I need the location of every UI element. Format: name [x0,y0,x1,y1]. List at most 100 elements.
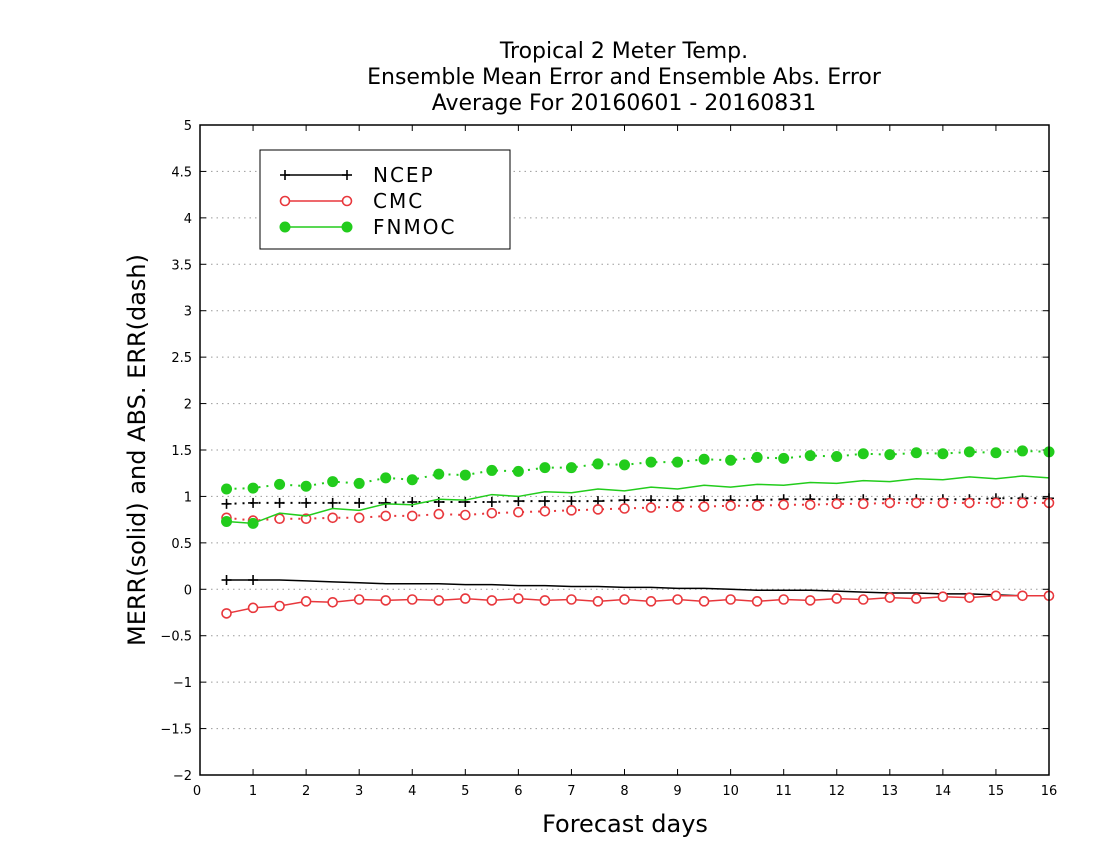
filled-circle-marker [672,456,684,468]
x-tick-label: 1 [249,784,257,799]
filled-circle-marker [1016,445,1028,457]
y-tick-label: 2 [184,398,192,413]
filled-circle-marker [221,483,233,495]
open-circle-marker [460,509,471,521]
chart-title-line-2: Ensemble Mean Error and Ensemble Abs. Er… [367,65,882,90]
open-circle-marker [725,500,736,512]
plus-marker [248,575,259,585]
filled-circle-marker [963,446,975,458]
filled-circle-marker [380,472,392,484]
open-circle-marker [300,513,312,525]
open-circle-marker [539,505,551,517]
y-axis-ticks: −2 −1.5 −1 −0.5 0 0.5 1 1.5 2 2.5 3 3.5 4 4.5 5 [160,119,1049,784]
filled-circle-marker [459,469,471,481]
chart-title-line-3: Average For 20160601 - 20160831 [432,91,817,116]
open-circle-marker [964,592,975,603]
filled-circle-marker [751,451,763,463]
y-tick-label: −1 [173,676,192,691]
x-tick-label: 3 [355,784,363,799]
y-tick-label: 4 [184,212,192,227]
open-circle-marker [937,497,949,509]
mean-error-line [226,475,1050,525]
filled-circle-marker [698,453,710,465]
filled-circle-marker [990,447,1002,459]
open-circle-marker [380,510,392,522]
series-cmc-mean-error [221,590,1055,619]
plus-marker [280,170,290,180]
x-axis-ticks: 0 1 2 3 4 5 6 7 8 9 10 11 12 13 14 15 16 [193,125,1057,799]
open-circle-marker [513,593,524,604]
filled-circle-marker [592,458,604,470]
gridlines [200,170,1049,730]
filled-circle-marker [512,465,524,477]
y-tick-label: −2 [173,769,192,784]
open-circle-marker [341,195,353,207]
filled-circle-marker [433,468,445,480]
filled-circle-marker [619,459,630,471]
plus-marker [301,497,312,508]
filled-circle-marker [937,448,949,460]
x-tick-label: 14 [935,784,952,799]
y-tick-label: 1.5 [171,444,192,459]
plus-marker [274,497,285,508]
open-circle-marker [698,501,710,512]
open-circle-marker [698,596,710,607]
y-axis-title: MERR(solid) and ABS. ERR(dash) [123,254,151,646]
y-tick-label: 0 [184,583,192,598]
filled-circle-marker [221,516,233,527]
open-circle-marker [566,505,577,516]
chart-title: Tropical 2 Meter Temp. Ensemble Mean Err… [367,39,882,116]
filled-circle-marker [910,447,922,459]
open-circle-marker [327,512,338,524]
filled-circle-marker [327,476,339,488]
filled-circle-marker [247,517,259,529]
x-tick-label: 6 [514,784,522,799]
plus-marker [342,170,352,180]
open-circle-marker [1017,590,1028,602]
open-circle-marker [857,594,869,605]
open-circle-marker [274,600,285,612]
open-circle-marker [406,510,418,522]
open-circle-marker [857,498,869,510]
abs-error-line [226,449,1050,490]
filled-circle-marker [300,480,312,492]
open-circle-marker [406,594,418,605]
legend-box [259,149,511,250]
filled-circle-marker [804,450,816,462]
plus-marker [354,497,365,508]
filled-circle-marker [539,462,551,474]
filled-circle-marker [725,454,737,466]
open-circle-marker [1017,497,1028,509]
x-tick-label: 15 [988,784,1005,799]
x-tick-label: 12 [828,784,845,799]
open-circle-marker [327,596,338,608]
open-circle-marker [380,595,392,606]
abs-error-line [226,501,1049,522]
filled-circle-marker [341,221,353,233]
y-tick-label: −1.5 [160,723,192,738]
open-circle-marker [592,504,604,515]
open-circle-marker [566,594,577,605]
plus-marker [221,498,232,509]
filled-circle-marker [857,448,869,460]
open-circle-marker [804,595,816,606]
open-circle-marker [460,593,471,604]
x-tick-label: 4 [408,784,416,799]
y-tick-label: 0.5 [171,537,192,552]
plus-marker [539,496,550,507]
x-tick-label: 5 [461,784,469,799]
open-circle-marker [884,497,896,509]
open-circle-marker [751,500,763,512]
open-circle-marker [831,498,843,510]
legend-label: CMC [373,189,424,213]
open-circle-marker [433,508,445,520]
filled-circle-marker [565,462,577,474]
plus-marker [327,497,338,508]
open-circle-marker [539,595,551,606]
open-circle-marker [247,602,259,614]
open-circle-marker [911,497,922,509]
x-tick-label: 9 [673,784,681,799]
open-circle-marker [937,591,949,603]
